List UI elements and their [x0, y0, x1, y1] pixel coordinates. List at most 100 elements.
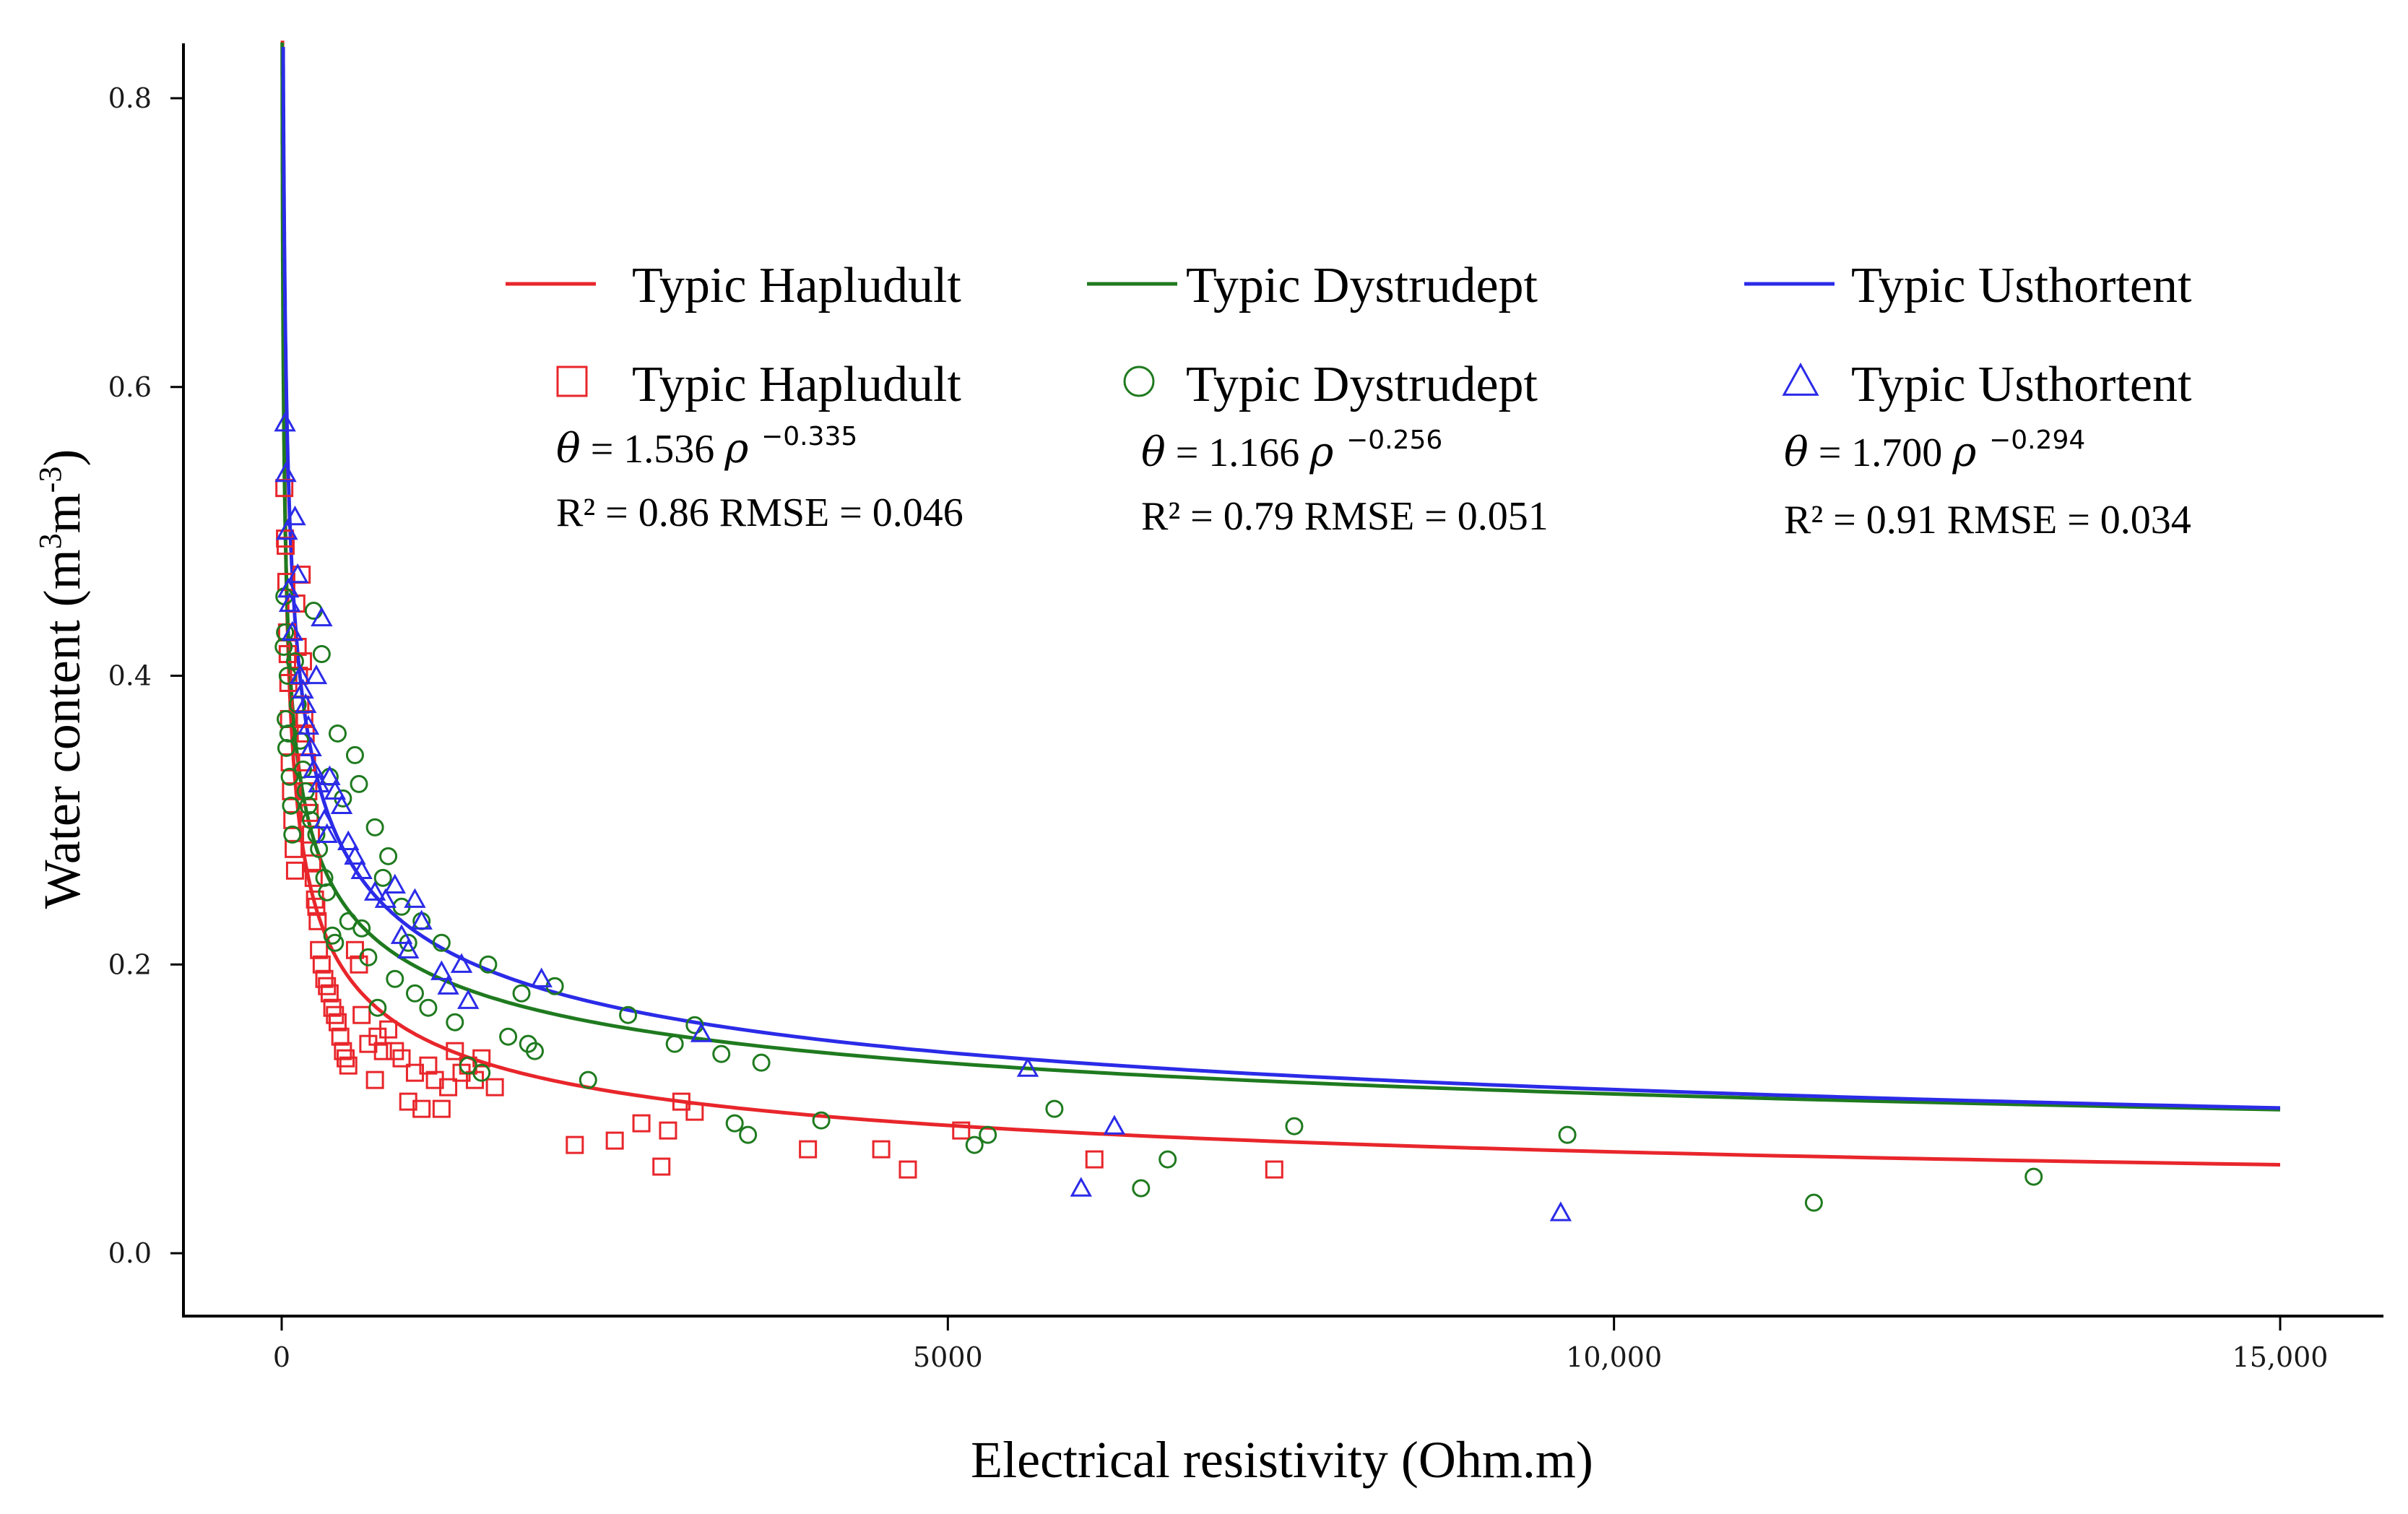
data-point-typic-hapludult	[632, 1114, 651, 1133]
stats-typic-usthortent: R² = 0.91 RMSE = 0.034	[1784, 498, 2191, 542]
fit-lines	[280, 40, 2281, 1167]
data-point-typic-dystrudept	[345, 745, 364, 764]
data-point-typic-dystrudept	[373, 868, 392, 887]
data-point-typic-usthortent	[295, 693, 317, 714]
data-point-typic-dystrudept	[419, 998, 438, 1017]
data-point-typic-usthortent	[274, 462, 297, 483]
data-point-typic-usthortent	[274, 411, 296, 432]
data-point-typic-usthortent	[278, 592, 301, 613]
data-point-typic-hapludult	[328, 1013, 347, 1031]
data-point-typic-dystrudept	[965, 1136, 984, 1154]
data-point-typic-dystrudept	[512, 984, 531, 1003]
data-point-typic-dystrudept	[1804, 1193, 1823, 1212]
data-point-typic-hapludult	[672, 1092, 690, 1111]
data-point-typic-usthortent	[363, 881, 386, 901]
data-point-typic-hapludult	[685, 1102, 704, 1121]
data-point-typic-dystrudept	[1285, 1117, 1304, 1136]
data-point-typic-hapludult	[432, 1099, 451, 1118]
axes	[182, 43, 2383, 1318]
data-point-typic-dystrudept	[365, 818, 384, 836]
data-point-typic-usthortent	[350, 859, 373, 879]
y-axis-title: Water content (m3m-3)	[33, 449, 91, 909]
data-point-typic-hapludult	[379, 1020, 398, 1039]
data-point-typic-dystrudept	[368, 998, 387, 1017]
data-point-typic-dystrudept	[472, 1063, 491, 1082]
data-point-typic-dystrudept	[312, 645, 331, 664]
legend-line-label-typic-usthortent: Typic Usthortent	[1851, 258, 2192, 313]
data-point-typic-usthortent	[410, 909, 433, 930]
data-point-typic-usthortent	[390, 924, 413, 944]
data-point-typic-usthortent	[330, 794, 353, 815]
y-tick-label: 0.4	[108, 660, 152, 692]
data-point-typic-hapludult	[373, 1042, 392, 1060]
data-point-typic-dystrudept	[432, 933, 451, 952]
y-axis-title-main: Water content (m	[33, 549, 91, 909]
data-point-typic-dystrudept	[725, 1114, 744, 1133]
data-point-typic-usthortent	[286, 563, 309, 584]
data-point-typic-usthortent	[430, 960, 453, 980]
data-point-typic-dystrudept	[326, 933, 345, 952]
data-point-typic-hapludult	[439, 1078, 458, 1096]
data-point-typic-dystrudept	[1045, 1099, 1064, 1118]
data-point-typic-dystrudept	[665, 1034, 684, 1053]
data-point-typic-hapludult	[312, 955, 331, 974]
legend-marker-label-typic-hapludult: Typic Hapludult	[632, 357, 961, 412]
data-point-typic-usthortent	[305, 664, 328, 685]
data-point-typic-usthortent	[397, 938, 420, 959]
data-point-typic-hapludult	[308, 912, 327, 930]
data-point-typic-usthortent	[297, 714, 320, 735]
data-point-typic-usthortent	[313, 808, 336, 829]
legend-marker-swatch-typic-dystrudept	[1123, 365, 1155, 397]
data-point-typic-hapludult	[331, 1027, 350, 1046]
data-point-typic-usthortent	[316, 823, 338, 843]
data-point-typic-usthortent	[437, 974, 459, 995]
legend-marker-swatch-typic-hapludult	[556, 365, 588, 397]
data-point-typic-hapludult	[799, 1140, 818, 1159]
data-point-typic-usthortent	[374, 888, 397, 908]
data-point-typic-hapludult	[303, 854, 321, 873]
data-point-typic-usthortent	[404, 888, 426, 908]
data-point-typic-dystrudept	[405, 984, 424, 1003]
y-axis-title-end: )	[33, 449, 91, 467]
data-point-typic-dystrudept	[619, 1005, 638, 1024]
data-point-typic-hapludult	[566, 1136, 584, 1154]
data-point-typic-dystrudept	[712, 1044, 731, 1063]
data-point-typic-hapludult	[320, 984, 339, 1003]
data-point-typic-usthortent	[311, 606, 333, 627]
data-point-typic-dystrudept	[979, 1125, 997, 1144]
legend-marker-label-typic-dystrudept: Typic Dystrudept	[1186, 357, 1538, 412]
data-point-typic-hapludult	[485, 1078, 504, 1096]
legend-line-label-typic-dystrudept: Typic Dystrudept	[1186, 258, 1538, 313]
data-point-typic-hapludult	[339, 1056, 358, 1075]
data-point-typic-dystrudept	[1132, 1179, 1151, 1198]
data-point-typic-hapludult	[392, 1049, 411, 1068]
data-point-typic-hapludult	[652, 1157, 671, 1176]
data-point-typic-hapludult	[872, 1140, 891, 1159]
x-tick-label: 0	[273, 1341, 290, 1373]
data-point-typic-dystrudept	[2024, 1167, 2043, 1186]
y-axis-title-mid: m	[33, 493, 91, 533]
data-point-typic-usthortent	[1016, 1057, 1039, 1077]
data-point-typic-usthortent	[289, 664, 312, 685]
data-point-typic-dystrudept	[350, 774, 368, 793]
data-point-typic-usthortent	[1103, 1115, 1126, 1135]
data-point-typic-usthortent	[284, 505, 306, 526]
data-point-typic-usthortent	[300, 736, 322, 757]
data-point-typic-hapludult	[283, 810, 302, 829]
data-point-typic-dystrudept	[1158, 1150, 1177, 1169]
data-point-typic-dystrudept	[283, 825, 302, 844]
y-tick-label: 0.2	[108, 948, 152, 980]
stats-typic-dystrudept: R² = 0.79 RMSE = 0.051	[1141, 494, 1549, 539]
data-point-typic-dystrudept	[579, 1070, 597, 1089]
ticks: 0 5000 10,000 15,000 0.0 0.2 0.4 0.6 0.8	[108, 82, 2329, 1373]
data-point-typic-usthortent	[292, 678, 314, 699]
data-point-typic-hapludult	[898, 1160, 917, 1179]
data-point-typic-dystrudept	[277, 738, 295, 757]
legend-marker-swatch-typic-usthortent	[1782, 362, 1819, 396]
data-point-typic-usthortent	[690, 1022, 713, 1042]
legend: Typic Hapludult Typic Hapludult θ = 1.536 …	[506, 258, 2192, 542]
data-point-typic-dystrudept	[525, 1042, 544, 1060]
data-point-typic-hapludult	[605, 1131, 624, 1150]
data-point-typic-dystrudept	[304, 602, 323, 620]
data-point-typic-usthortent	[344, 844, 366, 865]
